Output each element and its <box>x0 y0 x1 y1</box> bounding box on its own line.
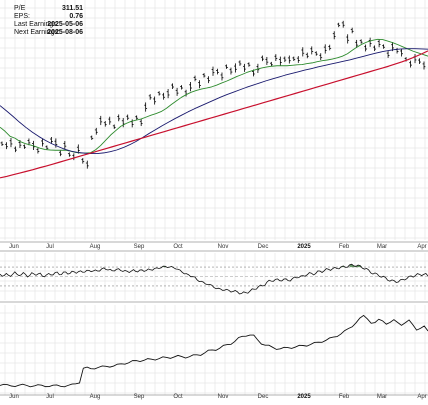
x-tick-label-top-5: Nov <box>218 244 229 250</box>
x-tick-label-top-4: Oct <box>173 244 183 250</box>
stat-value-0: 311.51 <box>62 5 83 12</box>
indicator-overbought-fill <box>163 264 363 268</box>
x-tick-label-top-6: Dec <box>258 244 269 250</box>
x-tick-label-bottom-0: Jun <box>9 394 19 400</box>
x-tick-label-bottom-7: 2025 <box>297 394 311 400</box>
x-tick-label-top-3: Sep <box>134 244 145 250</box>
x-tick-label-bottom-9: Mar <box>377 394 387 400</box>
x-tick-label-bottom-3: Sep <box>134 394 145 400</box>
x-tick-label-top-8: Feb <box>339 244 350 250</box>
stat-value-2: 2025-05-06 <box>47 21 83 28</box>
stat-value-1: 0.76 <box>69 13 83 20</box>
x-tick-label-top-1: Jul <box>46 244 54 250</box>
x-tick-label-top-7: 2025 <box>297 244 311 250</box>
x-tick-label-bottom-5: Nov <box>218 394 229 400</box>
x-tick-label-bottom-4: Oct <box>173 394 183 400</box>
x-tick-label-top-10: Apr <box>417 244 426 250</box>
x-tick-label-bottom-1: Jul <box>46 394 54 400</box>
x-tick-label-bottom-2: Aug <box>90 394 101 400</box>
indicator-line <box>0 263 428 295</box>
series-line-sma_long <box>0 50 428 179</box>
stat-label-0: P/E <box>14 5 26 12</box>
x-tick-label-bottom-8: Feb <box>339 394 350 400</box>
stats-block: P/E 311.51 EPS: 0.76 Last Earnings:2025-05-0… <box>14 5 83 36</box>
stat-value-3: 2025-08-06 <box>47 29 83 36</box>
stat-label-2: Last Earnings: <box>14 21 59 28</box>
x-tick-label-top-9: Mar <box>377 244 387 250</box>
series-line-sma_mid <box>0 48 428 155</box>
x-tick-label-bottom-6: Dec <box>258 394 269 400</box>
x-tick-label-top-2: Aug <box>90 244 101 250</box>
stat-label-3: Next Earnings: <box>14 29 60 36</box>
x-tick-label-bottom-10: Apr <box>417 394 426 400</box>
lower-panel-line <box>0 314 428 388</box>
x-tick-label-top-0: Jun <box>9 244 19 250</box>
stat-label-1: EPS: <box>14 13 30 20</box>
